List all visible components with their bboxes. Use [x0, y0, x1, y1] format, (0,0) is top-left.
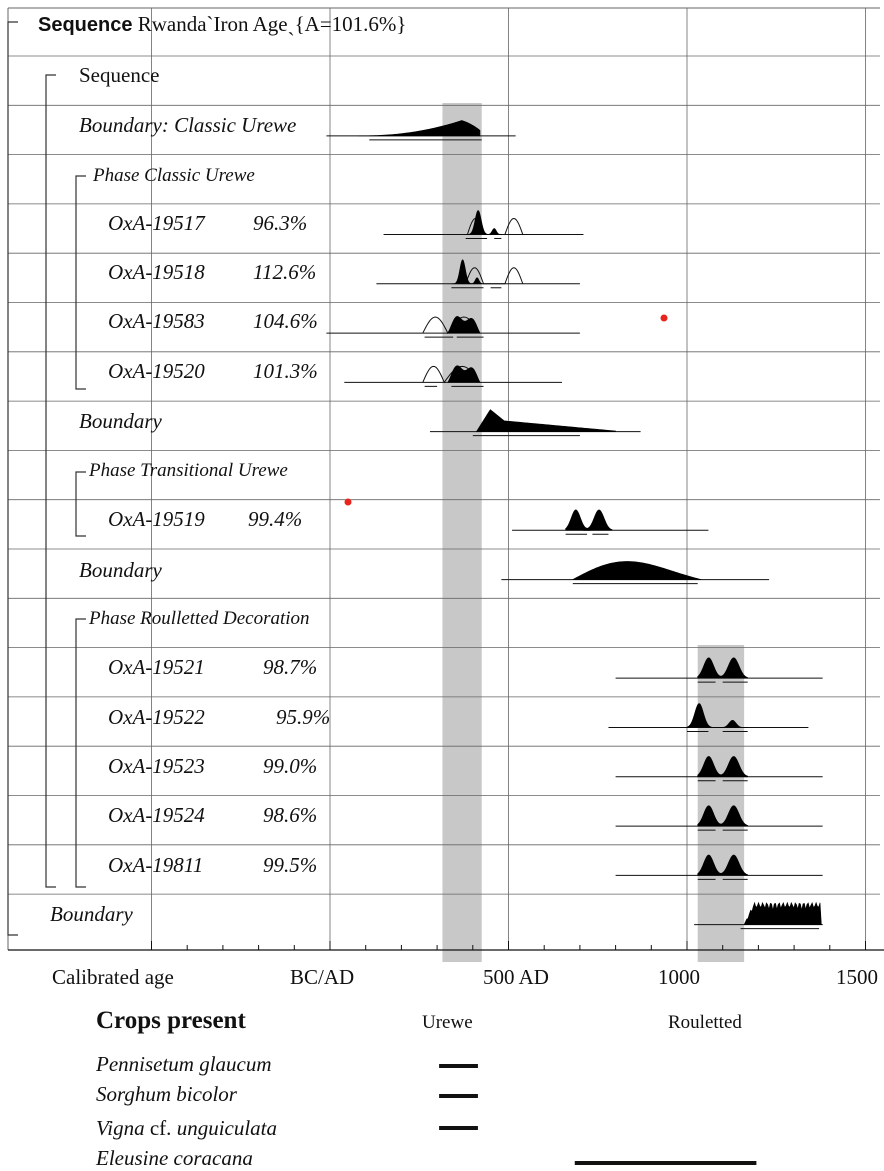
- row-label-oxa-19811: OxA-19811: [108, 853, 204, 877]
- highlight-bands: [442, 103, 745, 962]
- prior-outline-oxa-19518-4: [465, 267, 524, 285]
- posterior-oxa-19519-9: [565, 509, 613, 531]
- grid-lines: [7, 7, 880, 950]
- row-label-boundary-3: Boundary: [79, 558, 162, 582]
- bracket-phase-roulletted: [75, 618, 86, 888]
- crop-label-sorghum: Sorghum bicolor: [96, 1082, 237, 1106]
- agreement-oxa-19811: 99.5%: [263, 853, 318, 877]
- row-label-oxa-19519: OxA-19519: [108, 507, 205, 531]
- posterior-oxa-19524-15: [697, 805, 748, 827]
- posterior-oxa-19517-3: [465, 210, 502, 235]
- bracket-outer-sequence: [7, 21, 18, 936]
- crop-label-pennisetum: Pennisetum glaucum: [96, 1052, 272, 1076]
- crop-label-eleusine: Eleusine coracana: [96, 1146, 253, 1170]
- posterior-oxa-19521-12: [697, 657, 748, 679]
- posterior-boundary-17: [743, 901, 823, 925]
- bracket-phase-classic: [75, 175, 86, 390]
- red-marker-2: [344, 498, 352, 506]
- x-axis: [8, 941, 884, 951]
- crop-bars: [439, 1064, 757, 1165]
- agreement-oxa-19523: 99.0%: [263, 754, 318, 778]
- posterior-oxa-19811-16: [697, 854, 748, 876]
- highlight-band-rouletted: [697, 645, 745, 962]
- row-label-boundary-4: Boundary: [50, 902, 133, 926]
- agreement-oxa-19583: 104.6%: [253, 309, 318, 333]
- row-label-oxa-19523: OxA-19523: [108, 754, 205, 778]
- row-label-oxa-19517: OxA-19517: [108, 211, 205, 235]
- posterior-oxa-19583-5: [447, 316, 481, 334]
- posterior-boundary-7: [475, 409, 616, 432]
- crops-title: Crops present: [96, 1007, 246, 1034]
- posterior-oxa-19518-4: [451, 259, 484, 285]
- phase-brackets: [7, 21, 86, 936]
- agreement-oxa-19522: 95.9%: [276, 705, 331, 729]
- band-label-urewe: Urewe: [422, 1012, 473, 1033]
- row-label-oxa-19518: OxA-19518: [108, 260, 205, 284]
- posterior-oxa-19522-13: [686, 703, 748, 728]
- bracket-sequence: [45, 74, 56, 888]
- agreement-oxa-19517: 96.3%: [253, 211, 308, 235]
- row-label-oxa-19521: OxA-19521: [108, 655, 205, 679]
- row-label-oxa-19520: OxA-19520: [108, 359, 205, 383]
- agreement-oxa-19520: 101.3%: [253, 359, 318, 383]
- row-label-boundary-2: Boundary: [79, 409, 162, 433]
- agreement-oxa-19518: 112.6%: [253, 260, 317, 284]
- prior-outline-oxa-19520-6: [422, 365, 481, 384]
- highlight-band-urewe: [442, 103, 482, 962]
- distributions: [326, 120, 823, 930]
- row-label-oxa-19583: OxA-19583: [108, 309, 205, 333]
- posterior-boundary-10: [572, 561, 702, 580]
- agreement-oxa-19519: 99.4%: [248, 507, 303, 531]
- chart-title: Sequence RwandaˋIron Ageˎ{A=101.6%}: [38, 12, 407, 37]
- x-axis-title: Calibrated age: [52, 965, 174, 989]
- row-label-boundary-classic: Boundary: Classic Urewe: [79, 113, 297, 137]
- row-label-oxa-19524: OxA-19524: [108, 803, 205, 827]
- row-label-phase-roulletted: Phase Roulletted Decoration: [89, 608, 310, 629]
- x-tick-label-1000: 1000: [658, 965, 700, 989]
- title-text: RwandaˋIron Ageˎ{A=101.6%}: [137, 12, 407, 36]
- x-tick-label-0: BC/AD: [290, 965, 355, 989]
- agreement-oxa-19524: 98.6%: [263, 803, 318, 827]
- bracket-phase-transitional: [75, 471, 86, 537]
- x-tick-label-1500: 1500: [836, 965, 878, 989]
- posterior-oxa-19520-6: [447, 365, 481, 383]
- markers: [344, 314, 668, 506]
- row-label-sequence: Sequence: [79, 63, 160, 87]
- posterior-oxa-19523-14: [697, 756, 748, 778]
- x-tick-label-500: 500 AD: [483, 965, 549, 989]
- red-marker-1: [660, 314, 668, 322]
- title-sequence-word: Sequence: [38, 14, 133, 36]
- band-label-rouletted: Rouletted: [668, 1012, 742, 1033]
- posterior-boundary-classic-urewe-1: [358, 120, 481, 137]
- crop-label-vigna: Vigna cf. unguiculata: [96, 1116, 278, 1140]
- row-label-phase-transitional: Phase Transitional Urewe: [89, 460, 288, 481]
- row-label-phase-classic: Phase Classic Urewe: [93, 165, 255, 186]
- agreement-oxa-19521: 98.7%: [263, 655, 318, 679]
- row-label-oxa-19522: OxA-19522: [108, 705, 205, 729]
